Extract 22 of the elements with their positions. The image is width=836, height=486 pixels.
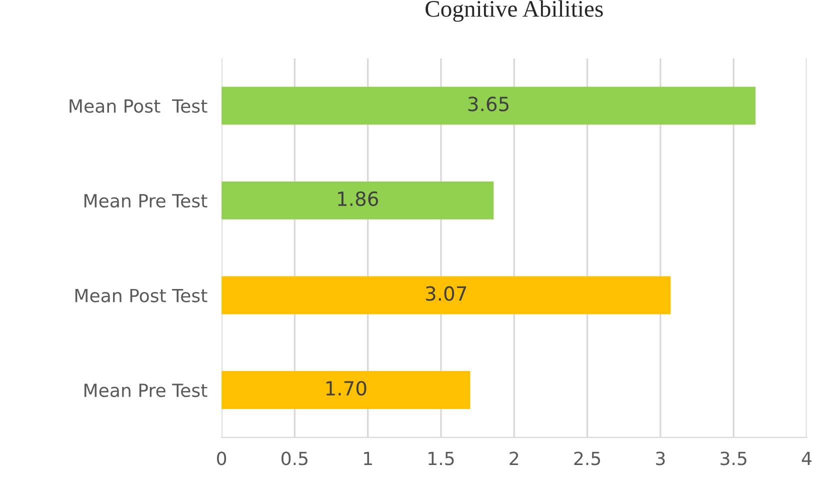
chart-title: Cognitive Abilities [426,0,603,22]
x-tick-label: 3.5 [720,452,746,466]
x-tick-label: 2 [510,452,518,466]
data-label: 1.70 [326,380,366,396]
data-label: 3.07 [426,286,466,301]
x-tick-label: 4 [802,452,812,466]
bar [222,371,470,409]
y-tick-label: Mean Post Test [70,99,208,113]
x-tick-label: 1.5 [428,452,454,466]
x-tick-label: 0 [216,452,226,466]
bar [222,86,756,125]
bar [222,182,494,220]
data-label: 3.65 [468,96,508,112]
x-tick-label: 2.5 [574,452,600,466]
bar [222,276,671,314]
x-tick-label: 0.5 [282,452,308,466]
data-label: 1.86 [338,191,378,206]
x-tick-label: 1 [364,452,372,466]
x-tick-label: 3 [656,452,665,466]
y-tick-label: Mean Post Test [75,288,208,302]
y-tick-label: Mean Pre Test [84,384,208,398]
y-tick-label: Mean Pre Test [84,194,208,208]
